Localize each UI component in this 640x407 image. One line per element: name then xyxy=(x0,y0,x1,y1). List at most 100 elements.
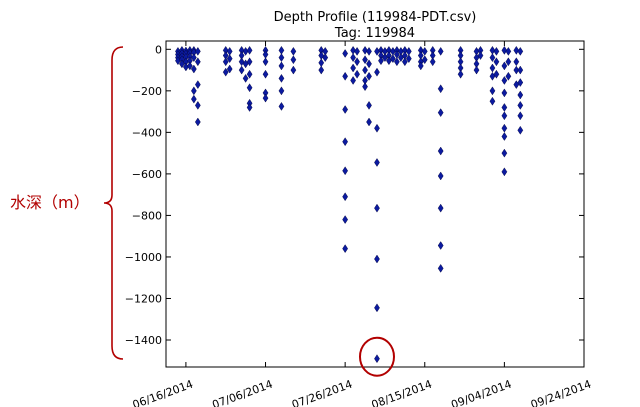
data-point xyxy=(362,65,368,75)
data-point xyxy=(278,102,285,111)
x-tick-label: 07/06/2014 xyxy=(211,378,275,407)
data-point xyxy=(437,171,444,181)
data-point xyxy=(350,76,356,85)
data-point xyxy=(437,264,444,273)
data-point xyxy=(354,57,360,67)
data-point xyxy=(501,76,508,85)
data-point xyxy=(366,117,372,127)
data-point xyxy=(290,55,297,65)
data-point xyxy=(374,158,380,167)
data-point xyxy=(374,203,380,213)
data-point xyxy=(374,67,380,77)
data-point xyxy=(501,61,508,71)
depth-annotation-label: 水深（m） xyxy=(10,193,90,212)
data-point xyxy=(501,132,508,141)
data-point xyxy=(437,203,444,213)
data-point xyxy=(489,53,496,62)
data-point xyxy=(191,94,197,104)
data-point xyxy=(513,65,520,75)
data-point xyxy=(187,61,193,71)
data-point xyxy=(350,53,356,62)
data-point xyxy=(342,105,348,114)
data-point xyxy=(501,45,508,55)
y-axis: 0 −200 −400 −600 −800 −1000 −1200 −1400 xyxy=(125,43,584,347)
data-point xyxy=(366,101,372,110)
data-point xyxy=(342,137,348,147)
data-point xyxy=(374,354,380,364)
data-point xyxy=(290,65,297,75)
data-point xyxy=(246,69,253,79)
data-point xyxy=(195,117,201,127)
data-point xyxy=(342,192,348,202)
data-point xyxy=(342,166,348,176)
data-point xyxy=(354,47,360,56)
chart-subtitle: Tag: 119984 xyxy=(334,26,415,41)
data-point xyxy=(513,45,520,55)
data-point xyxy=(366,47,372,56)
data-point xyxy=(517,101,524,110)
data-point xyxy=(246,103,253,112)
data-point xyxy=(501,111,508,121)
x-tick-label: 08/15/2014 xyxy=(370,378,434,407)
data-point xyxy=(195,101,201,110)
data-point xyxy=(390,54,396,64)
data-point xyxy=(437,47,444,56)
data-point xyxy=(437,108,444,118)
data-point xyxy=(246,45,253,55)
x-tick-label: 06/16/2014 xyxy=(131,378,195,407)
y-tick-label: −800 xyxy=(132,209,162,222)
data-point xyxy=(262,69,269,79)
data-point xyxy=(374,123,380,133)
data-point xyxy=(342,49,348,58)
data-point xyxy=(226,54,233,64)
data-point xyxy=(378,56,384,66)
data-point xyxy=(354,69,360,79)
data-point xyxy=(457,69,464,79)
y-tick-label: 0 xyxy=(155,43,162,56)
data-point xyxy=(493,57,500,67)
data-point xyxy=(517,47,524,56)
data-point xyxy=(278,61,285,71)
data-point xyxy=(322,53,329,62)
data-point xyxy=(226,64,233,74)
data-point xyxy=(421,55,428,65)
data-point xyxy=(477,51,484,60)
y-tick-label: −1000 xyxy=(125,251,162,264)
data-point xyxy=(505,71,512,81)
y-tick-label: −400 xyxy=(132,126,162,139)
data-point xyxy=(517,78,524,87)
data-point xyxy=(517,111,524,121)
data-point xyxy=(405,54,412,64)
y-tick-label: −1400 xyxy=(125,334,162,347)
data-point xyxy=(191,53,197,62)
data-point xyxy=(505,57,512,67)
data-point xyxy=(437,146,444,156)
data-point xyxy=(517,125,524,135)
data-point xyxy=(195,80,201,89)
x-tick-label: 07/26/2014 xyxy=(290,378,354,407)
data-point xyxy=(278,86,285,96)
data-point xyxy=(489,96,496,106)
depth-bracket xyxy=(103,46,124,360)
data-point xyxy=(342,71,348,81)
data-point xyxy=(318,65,325,75)
y-tick-label: −600 xyxy=(132,168,162,181)
x-tick-label: 09/04/2014 xyxy=(449,378,513,407)
data-point xyxy=(246,83,253,93)
data-point xyxy=(366,71,372,81)
data-point xyxy=(342,244,348,254)
data-point xyxy=(417,61,424,71)
data-point xyxy=(222,67,229,77)
data-point xyxy=(195,47,201,56)
data-point xyxy=(429,57,436,67)
chart-title: Depth Profile (119984-PDT.csv) xyxy=(274,10,477,25)
data-point xyxy=(489,86,496,96)
data-point xyxy=(362,55,368,65)
data-point xyxy=(501,148,508,158)
plot-area xyxy=(165,40,585,368)
data-point xyxy=(262,93,269,103)
x-tick-label: 09/24/2014 xyxy=(529,378,593,407)
y-tick-label: −200 xyxy=(132,85,162,98)
data-point xyxy=(394,57,400,67)
